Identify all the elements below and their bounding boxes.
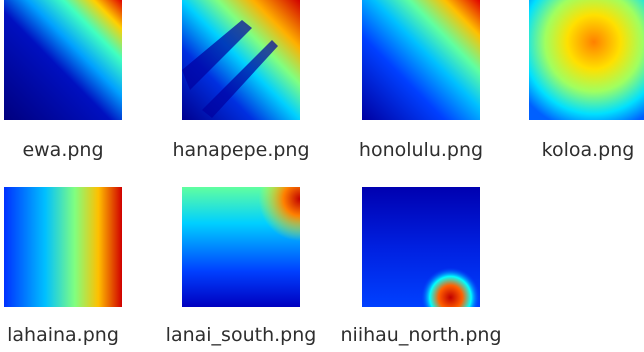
- file-item[interactable]: koloa.png: [503, 0, 644, 180]
- file-name: lahaina.png: [0, 324, 148, 346]
- file-item[interactable]: ewa.png: [0, 0, 148, 180]
- thumbnail: [182, 187, 300, 307]
- file-item[interactable]: lanai_south.png: [156, 187, 326, 352]
- file-name: koloa.png: [503, 139, 644, 161]
- file-browser: ewa.png hanapepe.png honolulu.png koloa.…: [0, 0, 644, 352]
- file-name: lanai_south.png: [156, 324, 326, 346]
- file-name: niihau_north.png: [336, 324, 506, 346]
- thumbnail: [4, 0, 122, 120]
- thumbnail: [529, 0, 644, 120]
- file-item[interactable]: hanapepe.png: [156, 0, 326, 180]
- thumbnail: [182, 0, 300, 120]
- thumbnail: [362, 0, 480, 120]
- file-item[interactable]: niihau_north.png: [336, 187, 506, 352]
- file-item[interactable]: honolulu.png: [336, 0, 506, 180]
- file-name: honolulu.png: [336, 139, 506, 161]
- thumbnail: [4, 187, 122, 307]
- file-item[interactable]: lahaina.png: [0, 187, 148, 352]
- file-name: ewa.png: [0, 139, 148, 161]
- thumbnail: [362, 187, 480, 307]
- file-name: hanapepe.png: [156, 139, 326, 161]
